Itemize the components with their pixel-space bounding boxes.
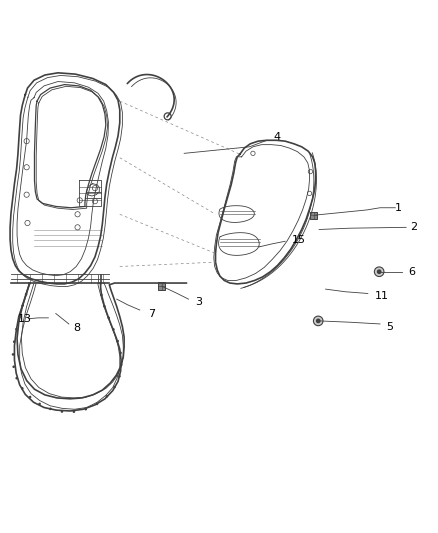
Circle shape (314, 316, 323, 326)
Circle shape (38, 402, 41, 405)
Circle shape (60, 410, 63, 413)
Circle shape (12, 353, 14, 356)
Circle shape (99, 282, 102, 285)
Text: 2: 2 (410, 222, 417, 232)
Polygon shape (158, 282, 166, 290)
Circle shape (49, 408, 52, 410)
Circle shape (117, 340, 119, 342)
Circle shape (100, 294, 103, 296)
Text: 6: 6 (408, 266, 415, 277)
Text: 4: 4 (273, 132, 280, 142)
Text: 1: 1 (395, 203, 402, 213)
Circle shape (21, 304, 24, 307)
Text: 8: 8 (73, 324, 80, 333)
Text: 7: 7 (148, 309, 155, 319)
Circle shape (73, 410, 75, 413)
Circle shape (25, 293, 28, 296)
Text: 3: 3 (195, 297, 202, 307)
Circle shape (112, 328, 115, 330)
Circle shape (15, 377, 18, 379)
Circle shape (15, 328, 18, 330)
Circle shape (119, 352, 122, 354)
Circle shape (377, 269, 381, 274)
Circle shape (12, 366, 15, 368)
Circle shape (106, 395, 108, 398)
Circle shape (316, 319, 321, 324)
Circle shape (85, 408, 87, 410)
Text: 15: 15 (292, 235, 306, 245)
Circle shape (120, 364, 123, 366)
Text: 5: 5 (387, 322, 394, 333)
Circle shape (107, 317, 110, 319)
Circle shape (374, 267, 384, 277)
Circle shape (118, 375, 121, 377)
Text: 13: 13 (18, 314, 32, 324)
Circle shape (95, 402, 98, 405)
Circle shape (113, 386, 116, 389)
Text: 11: 11 (375, 291, 389, 301)
Polygon shape (311, 212, 318, 219)
Circle shape (28, 282, 31, 285)
Circle shape (29, 395, 32, 398)
Circle shape (18, 316, 21, 318)
Circle shape (103, 305, 106, 308)
Circle shape (13, 341, 15, 343)
Circle shape (21, 387, 24, 390)
